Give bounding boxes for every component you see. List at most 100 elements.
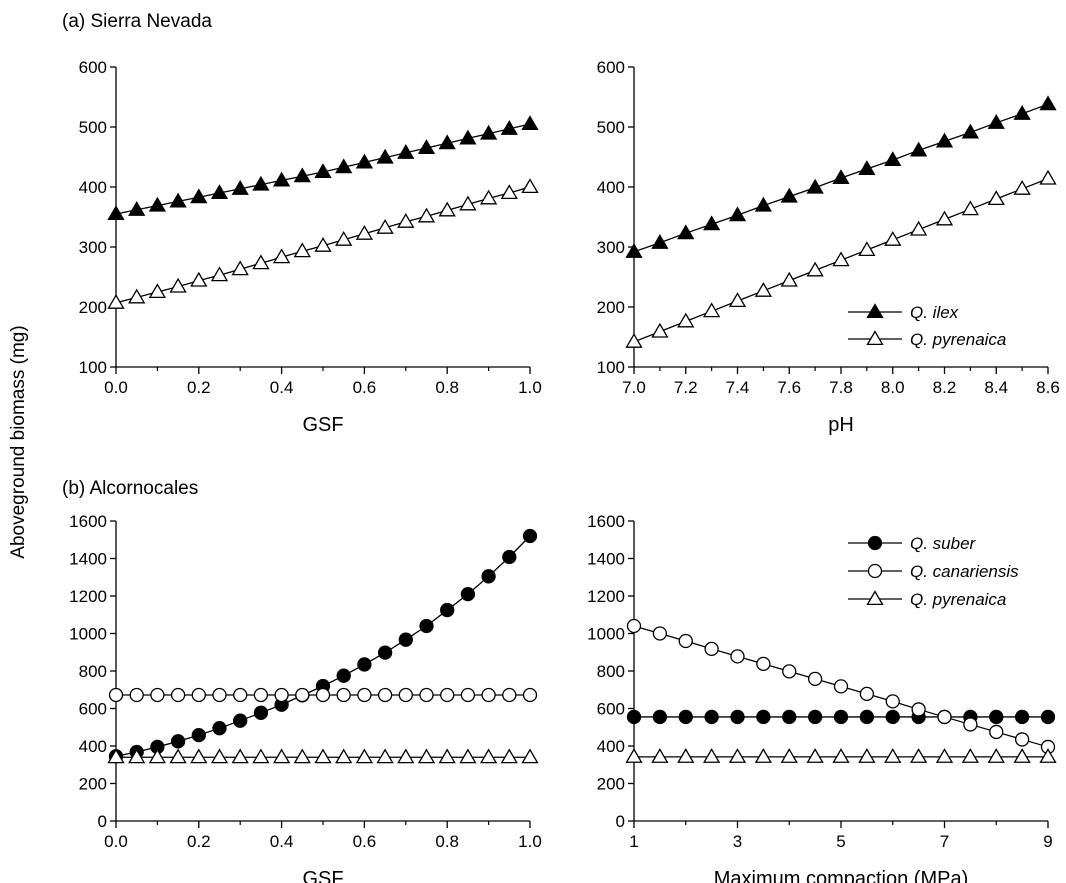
data-point	[397, 144, 415, 159]
x-axis-label: pH	[828, 414, 854, 436]
data-point	[357, 687, 372, 703]
legend-marker	[866, 303, 884, 319]
x-tick-label: 8.4	[984, 378, 1008, 397]
data-point	[210, 748, 229, 764]
data-point	[935, 132, 954, 148]
data-point	[233, 713, 248, 728]
series-line	[115, 535, 531, 757]
x-tick-label: 7	[940, 832, 949, 851]
data-point	[1039, 95, 1057, 111]
data-point	[191, 687, 206, 703]
y-tick-label: 800	[597, 662, 625, 681]
y-tick-label: 200	[597, 298, 625, 317]
data-point	[885, 694, 900, 709]
data-point	[376, 748, 394, 764]
data-point	[314, 237, 332, 252]
data-point	[909, 220, 928, 236]
data-point	[961, 200, 980, 216]
data-point	[832, 748, 850, 763]
legend-marker	[867, 535, 883, 551]
x-tick-label: 0.8	[435, 378, 459, 397]
data-point	[1039, 169, 1057, 185]
x-tick-label: 0.6	[353, 832, 377, 851]
data-point	[730, 709, 745, 725]
section-b-title: (b) Alcornocales	[62, 478, 198, 499]
data-point	[935, 748, 954, 763]
data-point	[961, 748, 980, 763]
data-point	[911, 702, 926, 717]
data-point	[479, 748, 498, 764]
data-point	[832, 251, 850, 267]
series-q-suber	[108, 528, 538, 764]
data-point	[169, 192, 187, 208]
data-point	[272, 248, 291, 264]
legend-label: Q. canariensis	[910, 562, 1019, 581]
data-point	[233, 687, 248, 703]
y-tick-label: 1400	[587, 550, 625, 569]
x-tick-label: 7.6	[777, 378, 801, 397]
data-point	[479, 124, 498, 140]
data-point	[806, 261, 824, 277]
data-point	[859, 709, 875, 725]
data-point	[782, 664, 797, 679]
data-point	[107, 205, 125, 221]
shared-y-axis-label: Aboveground biomass (mg)	[8, 325, 29, 558]
data-point	[128, 748, 146, 764]
y-tick-label: 400	[79, 178, 107, 197]
data-point	[651, 748, 669, 763]
data-point	[858, 241, 876, 257]
x-tick-label: 8.6	[1036, 378, 1060, 397]
data-point	[859, 686, 875, 702]
data-point	[521, 748, 539, 764]
data-point	[398, 632, 413, 647]
data-point	[417, 139, 436, 155]
x-tick-label: 0.0	[104, 832, 128, 851]
data-point	[314, 748, 332, 764]
legend-label: Q. suber	[910, 534, 977, 553]
data-point	[148, 748, 167, 764]
y-tick-label: 200	[597, 775, 625, 794]
data-point	[833, 679, 849, 694]
data-point	[730, 649, 745, 664]
data-point	[702, 302, 721, 318]
x-tick-label: 7.8	[829, 378, 853, 397]
data-point	[170, 687, 186, 703]
y-tick-label: 500	[79, 118, 107, 137]
y-tick-label: 600	[79, 700, 107, 719]
data-point	[438, 748, 456, 764]
y-tick-label: 500	[597, 118, 625, 137]
data-point	[522, 687, 538, 703]
data-point	[212, 687, 227, 703]
legend: Q. suber Q. canariensis Q. pyrenaica	[848, 534, 1019, 609]
series-q-ilex	[107, 115, 539, 221]
series-q-pyrenaica	[625, 169, 1057, 348]
data-point	[293, 748, 311, 764]
series-q-canariensis	[626, 618, 1056, 755]
data-point	[314, 163, 332, 179]
data-point	[459, 129, 477, 145]
y-tick-label: 800	[79, 662, 107, 681]
y-tick-label: 400	[597, 178, 625, 197]
data-point	[377, 687, 393, 703]
data-point	[398, 687, 413, 703]
data-point	[677, 312, 695, 328]
panel-b-compaction: 0 200 400 600 800 1000 1200 1400 1600 1 3 5 7 9 Maximu…	[587, 512, 1057, 883]
data-point	[440, 687, 455, 703]
data-point	[806, 178, 824, 194]
x-tick-label: 0.8	[435, 832, 459, 851]
data-point	[782, 709, 797, 725]
data-point	[521, 178, 539, 194]
legend-label: Q. ilex	[910, 303, 959, 322]
data-point	[780, 187, 798, 203]
x-tick-label: 0.2	[187, 832, 211, 851]
data-point	[231, 748, 249, 764]
y-tick-label: 1000	[69, 625, 107, 644]
series-q-suber	[626, 709, 1056, 725]
data-point	[212, 721, 227, 736]
data-point	[909, 141, 928, 157]
data-point	[884, 231, 902, 246]
data-point	[481, 687, 496, 703]
data-point	[355, 153, 374, 169]
x-tick-label: 0.2	[187, 378, 211, 397]
